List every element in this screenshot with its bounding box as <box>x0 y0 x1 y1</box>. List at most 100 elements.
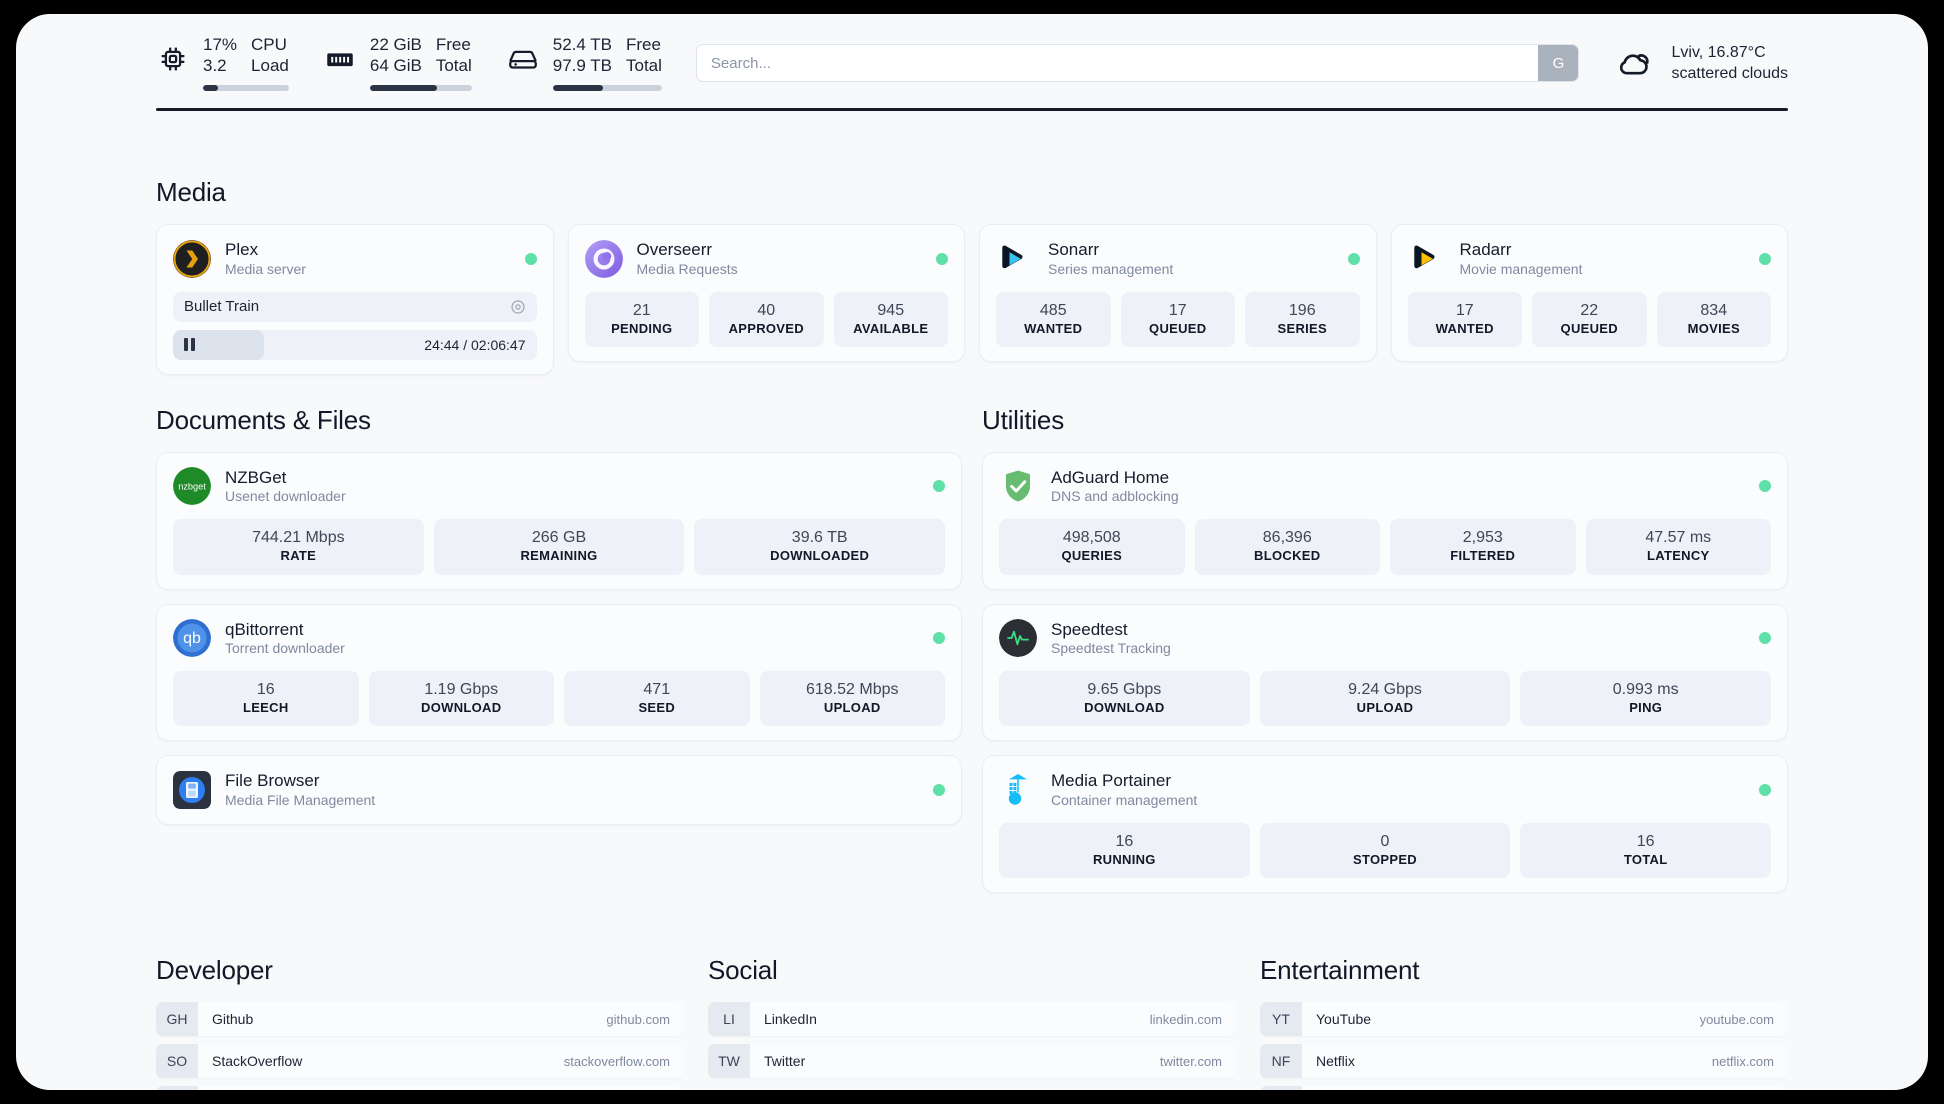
bookmark-abbr: RE <box>1260 1086 1302 1090</box>
stat-label: DOWNLOAD <box>421 700 502 716</box>
stat-pill: 471 SEED <box>564 671 750 727</box>
bookmark-url: github.com <box>606 1011 670 1027</box>
stat-pill: 40 APPROVED <box>709 291 824 347</box>
stat-label: SEED <box>638 700 676 716</box>
card-header: Media Portainer Container management <box>999 770 1771 810</box>
stat-value: 744.21 Mbps <box>252 529 345 547</box>
pause-icon[interactable] <box>184 338 195 352</box>
stat-value: 266 GB <box>531 529 587 547</box>
stat-value: 834 <box>1700 301 1728 319</box>
stat-pill: 9.65 Gbps DOWNLOAD <box>999 671 1250 727</box>
service-card-adguard-home[interactable]: AdGuard Home DNS and adblocking 498,508 … <box>982 451 1788 590</box>
plex-icon <box>173 239 211 278</box>
stat-pill: 2,953 FILTERED <box>1390 519 1576 575</box>
service-name: AdGuard Home <box>1051 467 1170 487</box>
service-card-radarr[interactable]: Radarr Movie management 17 WANTED 22 QUE… <box>1390 224 1788 362</box>
service-name: Plex <box>225 240 259 259</box>
stat-label: UPLOAD <box>823 700 881 716</box>
service-card-sonarr[interactable]: Sonarr Series management 485 WANTED 17 Q… <box>979 224 1377 362</box>
search-engine-button[interactable]: G <box>1538 45 1579 81</box>
documents-utilities-zone: Documents & Files nzbget NZBGet <box>156 405 1788 894</box>
service-description: Movie management <box>1459 260 1583 277</box>
stat-pill: 834 MOVIES <box>1656 291 1771 347</box>
bookmark-name: YouTube <box>1316 1011 1372 1028</box>
service-card-qbittorrent[interactable]: qb qBittorrent Torrent downloader <box>156 603 962 742</box>
stat-label: MOVIES <box>1687 320 1740 336</box>
disk-label-top: Free <box>626 35 661 55</box>
memory-usage-bar-fill <box>369 84 438 91</box>
stat-value: 1.19 Gbps <box>424 681 499 699</box>
card-header: Overseerr Media Requests <box>584 239 948 279</box>
bookmark-item-github[interactable]: GH Github github.com <box>156 1002 684 1037</box>
cpu-label-top: CPU <box>251 35 287 55</box>
stat-label: QUEUED <box>1560 320 1618 336</box>
stat-value: 485 <box>1039 301 1067 319</box>
utilities-section-title: Utilities <box>982 404 1064 435</box>
bookmark-item-dev[interactable]: DT DEV dev.to <box>156 1086 684 1090</box>
stat-value: 21 <box>632 301 651 319</box>
service-card-plex[interactable]: Plex Media server Bullet Train <box>156 224 554 375</box>
bookmarks-zone: Developer GH Github github.com SO StackO… <box>156 955 1788 1090</box>
bookmark-url: linkedin.com <box>1149 1011 1222 1027</box>
stat-label: AVAILABLE <box>853 320 929 336</box>
stat-label: QUERIES <box>1061 548 1123 564</box>
service-card-file-browser[interactable]: File Browser Media File Management <box>156 755 962 826</box>
playback-progress-fill <box>173 329 264 360</box>
sonarr-icon <box>996 240 1034 278</box>
adguard-shield-icon <box>999 467 1037 505</box>
header-bar: 17% 3.2 CPU Load <box>156 14 1788 106</box>
memory-label-bottom: Total <box>435 56 472 75</box>
svg-text:qb: qb <box>183 630 201 647</box>
bookmark-name: LinkedIn <box>764 1011 817 1028</box>
status-indicator-online <box>1759 480 1771 493</box>
service-description: Media File Management <box>225 792 376 809</box>
cloud-icon <box>1615 46 1657 80</box>
stats-row: 21 PENDING 40 APPROVED 945 AVAILABLE <box>584 291 948 347</box>
stat-pill: 485 WANTED <box>996 291 1111 347</box>
stat-label: DOWNLOADED <box>770 548 870 564</box>
overseerr-icon <box>584 239 623 278</box>
service-description: Speedtest Tracking <box>1051 640 1171 657</box>
status-indicator-online <box>1759 632 1771 645</box>
stat-label: UPLOAD <box>1356 700 1414 716</box>
memory-resource-widget: 22 GiB 64 GiB Free Total <box>323 35 472 91</box>
bookmark-item-twitter[interactable]: TW Twitter twitter.com <box>708 1044 1236 1079</box>
cpu-icon <box>156 42 190 76</box>
status-indicator-online <box>1759 784 1771 797</box>
gear-icon[interactable] <box>510 299 526 315</box>
bookmark-item-netflix[interactable]: NF Netflix netflix.com <box>1260 1044 1788 1079</box>
stat-label: QUEUED <box>1149 320 1207 336</box>
cpu-usage-bar-fill <box>203 84 218 91</box>
stat-value: 196 <box>1288 301 1316 319</box>
search-box[interactable]: G <box>695 44 1580 82</box>
service-card-speedtest[interactable]: Speedtest Speedtest Tracking 9.65 Gbps D… <box>982 603 1788 742</box>
bookmark-group-title: Developer <box>156 955 273 986</box>
bookmark-item-youtube[interactable]: YT YouTube youtube.com <box>1260 1002 1788 1037</box>
stats-row: 498,508 QUERIES 86,396 BLOCKED 2,953 FIL… <box>999 519 1771 575</box>
media-card-grid: Plex Media server Bullet Train <box>156 224 1788 375</box>
bookmark-group-social: Social LI LinkedIn linkedin.com TW Twitt… <box>708 955 1236 1090</box>
search-input[interactable] <box>696 54 1539 72</box>
status-indicator-online <box>933 632 945 645</box>
bookmark-abbr: DT <box>156 1086 198 1090</box>
bookmark-item-stackoverflow[interactable]: SO StackOverflow stackoverflow.com <box>156 1044 684 1079</box>
bookmark-item-reddit[interactable]: RE Reddit reddit.com <box>1260 1086 1788 1090</box>
service-card-overseerr[interactable]: Overseerr Media Requests 21 PENDING 40 A… <box>567 224 965 362</box>
stat-pill: 17 QUEUED <box>1120 291 1235 347</box>
stat-label: RATE <box>280 548 317 564</box>
service-description: Usenet downloader <box>225 488 346 505</box>
service-description: Media server <box>225 260 306 277</box>
service-name: Overseerr <box>636 240 713 259</box>
service-card-nzbget[interactable]: nzbget NZBGet Usenet downloader 74 <box>156 451 962 590</box>
stat-pill: 266 GB REMAINING <box>433 519 685 575</box>
bookmark-item-linkedin[interactable]: LI LinkedIn linkedin.com <box>708 1002 1236 1037</box>
media-section-title: Media <box>156 177 226 207</box>
cpu-label-bottom: Load <box>251 56 289 75</box>
stats-row: 16 LEECH 1.19 Gbps DOWNLOAD 471 SEED <box>173 671 945 727</box>
service-card-media-portainer[interactable]: Media Portainer Container management 16 … <box>982 755 1788 894</box>
stat-label: TOTAL <box>1623 852 1668 868</box>
stat-pill: 16 RUNNING <box>999 823 1250 879</box>
playback-progress-bar[interactable]: 24:44 / 02:06:47 <box>173 329 537 360</box>
card-header: Speedtest Speedtest Tracking <box>999 619 1771 659</box>
file-browser-icon <box>173 771 211 810</box>
